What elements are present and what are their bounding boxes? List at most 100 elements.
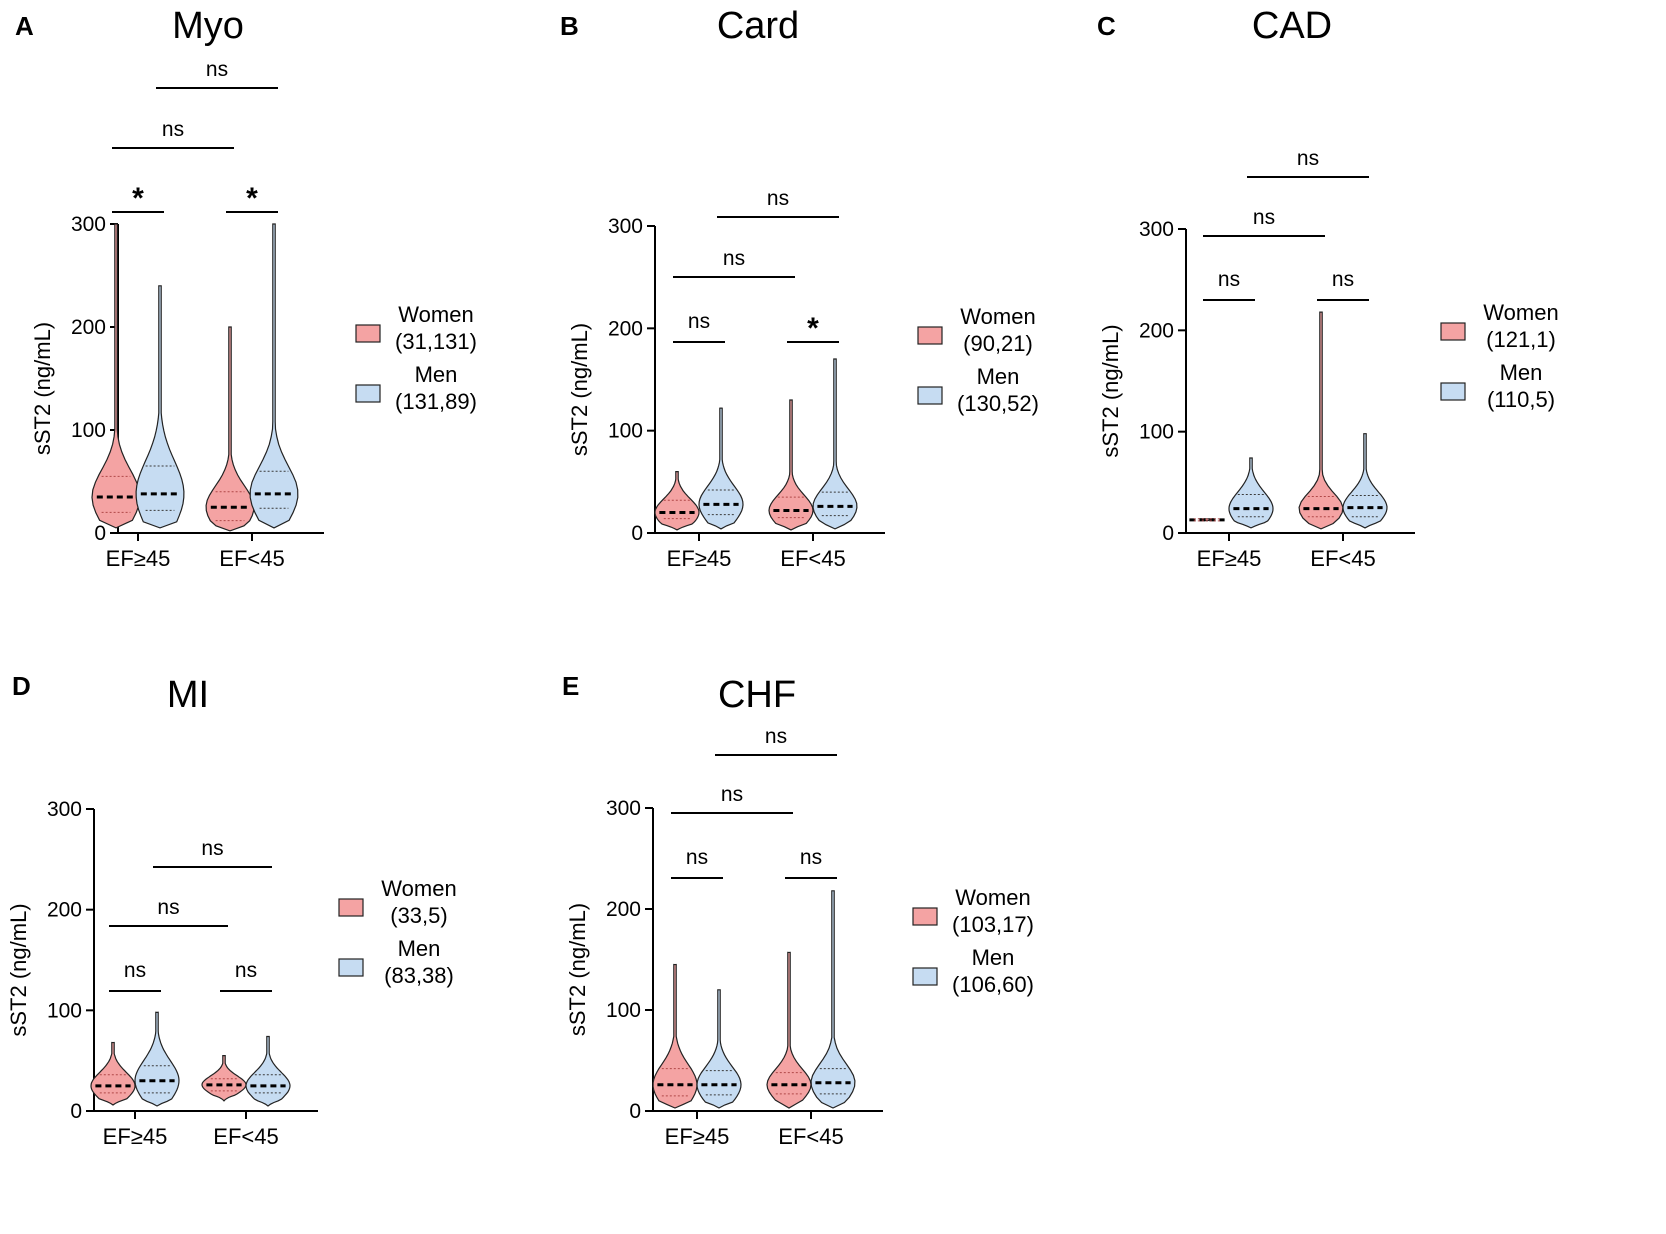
violin-men-1 bbox=[250, 224, 298, 528]
y-tick-label: 0 bbox=[94, 522, 106, 545]
x-tick-label: EF<45 bbox=[778, 1124, 843, 1149]
legend-label-men: Men bbox=[972, 945, 1015, 970]
y-tick-label: 100 bbox=[606, 999, 641, 1022]
sig-label: ns bbox=[800, 846, 822, 869]
y-axis-label: sST2 (ng/mL) bbox=[1098, 324, 1123, 457]
figure-canvas: A Myo0100200300sST2 (ng/mL)EF≥45 EF<45* *ns… bbox=[0, 0, 1666, 1234]
violin-women-1 bbox=[202, 1056, 246, 1101]
violin-men-0 bbox=[1229, 458, 1273, 528]
legend-label-women: Women bbox=[960, 304, 1035, 329]
legend-label-women: Women bbox=[398, 302, 473, 327]
legend-swatch-men bbox=[356, 385, 380, 402]
y-axis-label: sST2 (ng/mL) bbox=[567, 323, 592, 456]
y-tick-label: 200 bbox=[606, 898, 641, 921]
sig-label: ns bbox=[235, 959, 257, 982]
violin-women-0 bbox=[653, 965, 697, 1109]
legend-swatch-men bbox=[913, 968, 937, 985]
y-tick-label: 300 bbox=[1139, 218, 1174, 241]
legend-swatch-women bbox=[918, 327, 942, 344]
sig-label: ns bbox=[157, 896, 179, 919]
legend-label-men: Men bbox=[1500, 360, 1543, 385]
panel-label: E bbox=[562, 671, 579, 701]
legend-count-men: (83,38) bbox=[384, 963, 454, 988]
panel-title: MI bbox=[167, 674, 209, 716]
panel-label: D bbox=[12, 671, 31, 701]
violin-women-0 bbox=[92, 224, 140, 528]
legend-count-men: (131,89) bbox=[395, 389, 477, 414]
violin-men-1 bbox=[811, 891, 855, 1108]
y-tick-label: 0 bbox=[629, 1100, 641, 1123]
sig-label: ns bbox=[206, 58, 228, 81]
sig-label: ns bbox=[767, 187, 789, 210]
x-tick-label: EF≥45 bbox=[1197, 546, 1262, 571]
x-tick-label: EF<45 bbox=[213, 1124, 278, 1149]
legend-swatch-women bbox=[913, 908, 937, 925]
legend-count-women: (31,131) bbox=[395, 329, 477, 354]
violin-men-0 bbox=[136, 286, 184, 528]
y-tick-label: 200 bbox=[608, 317, 643, 340]
x-tick-label: EF<45 bbox=[1310, 546, 1375, 571]
y-axis-label: sST2 (ng/mL) bbox=[565, 903, 590, 1036]
y-tick-label: 300 bbox=[608, 215, 643, 238]
x-tick-label: EF≥45 bbox=[106, 546, 171, 571]
panel-e: E CHF 0 100 200 300 sST2 (ng/mL) EF≥45 EF<45 ns ns… bbox=[562, 671, 1034, 1149]
sig-label: ns bbox=[723, 247, 745, 270]
legend-label-men: Men bbox=[415, 362, 458, 387]
sig-label: ns bbox=[686, 846, 708, 869]
sig-label: * bbox=[132, 182, 144, 215]
panel-c: C CAD 0 100 200 300 sST2 (ng/mL) EF≥45 EF<45 ns ns… bbox=[1097, 5, 1559, 571]
legend-swatch-women bbox=[356, 325, 380, 342]
sig-label: ns bbox=[124, 959, 146, 982]
sig-label: ns bbox=[1332, 268, 1354, 291]
sig-label: * bbox=[807, 312, 819, 345]
legend-swatch-men bbox=[339, 959, 363, 976]
y-tick-label: 0 bbox=[70, 1100, 82, 1123]
y-tick-label: 200 bbox=[47, 899, 82, 922]
y-tick-label: 0 bbox=[1162, 522, 1174, 545]
violin-men-0 bbox=[699, 408, 743, 529]
panel-title: CHF bbox=[718, 674, 796, 716]
violin-women-1 bbox=[206, 327, 254, 531]
legend-label-women: Women bbox=[1483, 300, 1558, 325]
legend-swatch-women bbox=[339, 899, 363, 916]
sig-label: ns bbox=[162, 118, 184, 141]
y-tick-label: 0 bbox=[631, 522, 643, 545]
panel-title: CAD bbox=[1252, 5, 1332, 47]
x-tick-label: EF<45 bbox=[219, 546, 284, 571]
legend-count-men: (110,5) bbox=[1487, 387, 1555, 412]
panel-label: B bbox=[560, 11, 579, 41]
legend-count-men: (130,52) bbox=[957, 391, 1039, 416]
sig-label: ns bbox=[1297, 147, 1319, 170]
sig-label: ns bbox=[721, 783, 743, 806]
legend-label-men: Men bbox=[398, 936, 441, 961]
legend-count-women: (121,1) bbox=[1486, 327, 1556, 352]
panel-label: C bbox=[1097, 11, 1116, 41]
y-tick-label: 100 bbox=[71, 419, 106, 442]
y-axis-label: sST2 (ng/mL) bbox=[30, 322, 55, 455]
violin-men-1 bbox=[1343, 434, 1387, 528]
panel-title: Card bbox=[717, 5, 799, 47]
violin-men-0 bbox=[135, 1012, 179, 1106]
legend-label-women: Women bbox=[955, 885, 1030, 910]
x-tick-label: EF≥45 bbox=[665, 1124, 730, 1149]
sig-label: ns bbox=[201, 837, 223, 860]
legend-count-women: (33,5) bbox=[390, 903, 447, 928]
violin-men-1 bbox=[813, 359, 857, 529]
legend-count-women: (103,17) bbox=[952, 912, 1034, 937]
legend-swatch-women bbox=[1441, 323, 1465, 340]
panel-label: A bbox=[15, 11, 34, 41]
violin-men-0 bbox=[697, 990, 741, 1108]
violin-men-1 bbox=[246, 1037, 290, 1107]
y-tick-label: 300 bbox=[606, 797, 641, 820]
sig-label: ns bbox=[688, 310, 710, 333]
sig-label: ns bbox=[1218, 268, 1240, 291]
y-tick-label: 100 bbox=[608, 420, 643, 443]
y-tick-label: 200 bbox=[71, 316, 106, 339]
y-tick-label: 300 bbox=[47, 798, 82, 821]
sig-label: ns bbox=[765, 725, 787, 748]
y-tick-label: 300 bbox=[71, 213, 106, 236]
sig-label: ns bbox=[1253, 206, 1275, 229]
x-tick-label: EF≥45 bbox=[667, 546, 732, 571]
sig-label: * bbox=[246, 182, 258, 215]
y-tick-label: 100 bbox=[1139, 421, 1174, 444]
